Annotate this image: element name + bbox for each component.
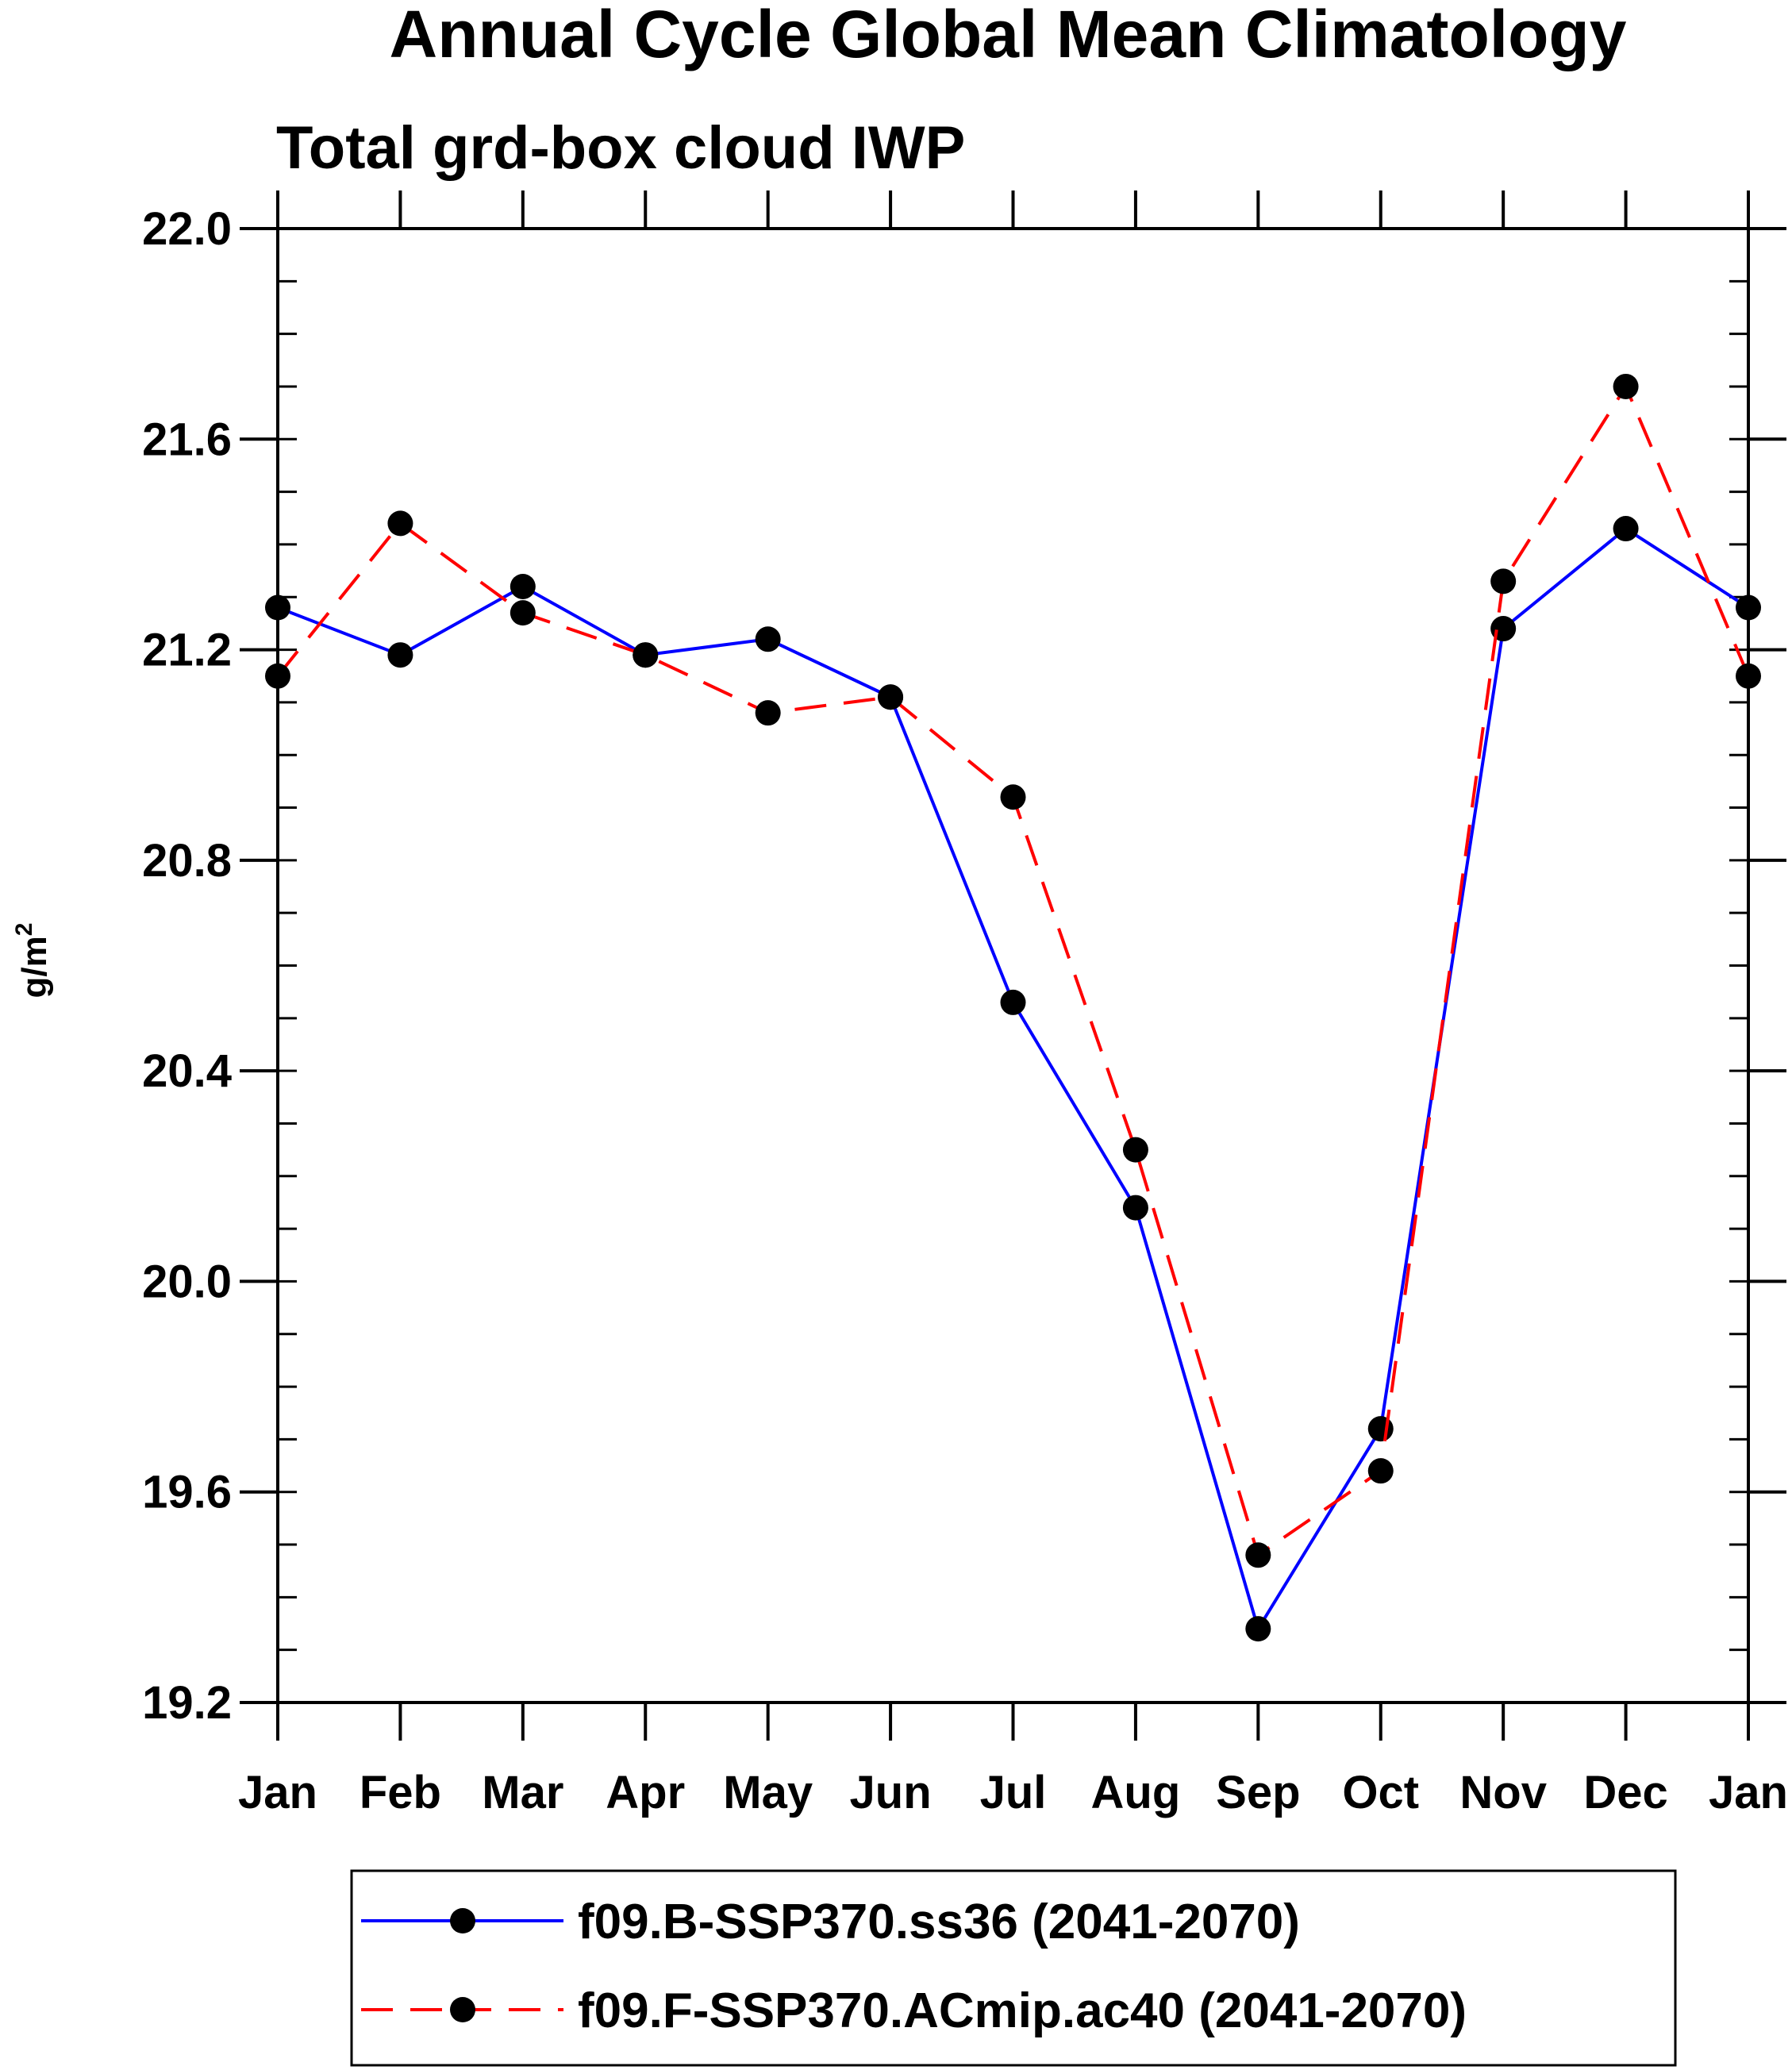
x-tick-label: Oct [1342,1767,1419,1818]
svg-text:g/m2: g/m2 [11,923,54,998]
legend: f09.B-SSP370.ss36 (2041-2070) f09.F-SSP37… [350,1869,1677,2067]
axis-ticks [240,190,1786,1741]
data-point [387,510,413,537]
x-tick-label: Mar [482,1767,563,1818]
data-point [1000,989,1026,1015]
series-line-solid [277,526,1750,1633]
data-point [633,642,659,668]
data-point [1000,784,1026,810]
y-axis-label-text: g/m [15,936,54,998]
x-tick-label: Sep [1216,1767,1300,1818]
y-tick-label: 21.2 [142,625,232,676]
x-tick-label: Feb [360,1767,441,1818]
data-point [1736,594,1761,621]
legend-entries: f09.B-SSP370.ss36 (2041-2070) f09.F-SSP37… [361,1895,1467,2038]
data-point [1367,1416,1394,1442]
data-point [1367,1458,1394,1484]
legend-marker [450,1908,475,1933]
x-tick-label: Jan [1709,1767,1788,1818]
y-tick-label: 20.8 [142,835,232,887]
y-tick-label: 19.2 [142,1677,232,1729]
series-group [265,373,1761,1568]
data-series [265,373,1761,1642]
x-tick-labels: Jan Feb Mar Apr May Jun Jul Aug Sep Oct Nov Dec Jan [238,1767,1788,1818]
legend-marker [450,1997,475,2022]
y-tick-label: 21.6 [142,414,232,465]
y-tick-labels: 19.2 19.6 20.0 20.4 20.8 21.2 21.6 22.0 [142,203,232,1729]
legend-label: f09.B-SSP370.ss36 (2041-2070) [578,1895,1300,1949]
data-point [1490,568,1517,594]
data-point [755,626,781,652]
y-axis-label: g/m2 [11,923,54,998]
legend-label: f09.F-SSP370.ACmip.ac40 (2041-2070) [578,1983,1467,2038]
y-tick-label: 22.0 [142,203,232,255]
y-tick-label: 20.4 [142,1045,232,1097]
chart-title: Annual Cycle Global Mean Climatology [390,0,1627,71]
plot-frame [276,227,1750,1704]
x-tick-label: Dec [1583,1767,1667,1818]
x-tick-label: Apr [606,1767,685,1818]
x-tick-label: May [723,1767,813,1818]
legend-box [350,1869,1677,2067]
x-tick-label: Nov [1459,1767,1547,1818]
data-point [1613,516,1639,542]
x-tick-label: Aug [1091,1767,1181,1818]
data-point [265,594,290,621]
x-tick-label: Jun [850,1767,932,1818]
data-point [1245,1542,1271,1568]
y-tick-label: 20.0 [142,1256,232,1307]
chart-subtitle: Total grd-box cloud IWP [276,114,965,182]
y-axis-label-superscript: 2 [11,923,37,937]
data-point [387,642,413,668]
series-group [265,516,1761,1642]
data-point [1122,1137,1148,1163]
data-point [265,663,290,689]
data-point [1122,1195,1148,1221]
x-tick-label: Jul [980,1767,1047,1818]
data-point [1736,663,1761,689]
data-point [1245,1616,1271,1642]
y-tick-label: 19.6 [142,1467,232,1518]
data-point [510,573,536,599]
data-point [1613,373,1639,399]
data-point [510,600,536,626]
series-line-dashed [276,383,1750,1558]
data-point [878,684,904,710]
x-tick-label: Jan [238,1767,317,1818]
data-point [755,700,781,726]
